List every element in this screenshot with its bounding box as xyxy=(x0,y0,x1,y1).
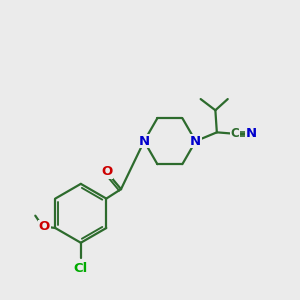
Text: O: O xyxy=(38,220,50,233)
Text: N: N xyxy=(139,135,150,148)
Text: C: C xyxy=(231,127,239,140)
Text: O: O xyxy=(101,165,112,178)
Text: N: N xyxy=(245,127,256,140)
Text: Cl: Cl xyxy=(74,262,88,275)
Text: N: N xyxy=(190,135,201,148)
